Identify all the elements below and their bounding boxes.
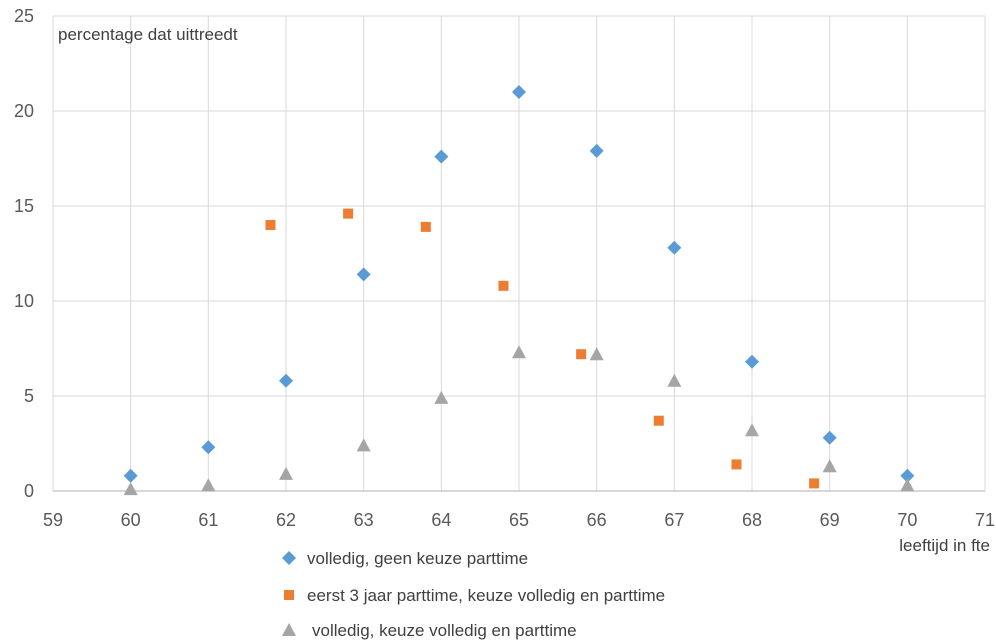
y-tick-label: 0 (24, 481, 34, 501)
data-point-triangle (667, 373, 682, 387)
data-point-triangle (356, 438, 371, 452)
axes: 59 60 61 62 63 64 65 66 67 68 69 70 71 0 5 10 15 20 25 (14, 6, 995, 530)
x-tick-label: 71 (975, 510, 995, 530)
x-tick-label: 61 (198, 510, 218, 530)
x-tick-label: 67 (664, 510, 684, 530)
data-point-diamond (512, 85, 526, 99)
legend-marker-triangle (282, 623, 296, 636)
legend: volledig, geen keuze parttime eerst 3 jaa… (276, 549, 665, 640)
data-point-diamond (822, 430, 837, 445)
legend-marker-square (284, 590, 294, 600)
data-point-diamond (279, 373, 293, 388)
data-point-triangle (512, 345, 526, 359)
data-point-square (498, 280, 509, 291)
data-point-square (653, 415, 664, 426)
data-point-diamond (745, 354, 759, 369)
data-point-square (809, 478, 820, 489)
x-tick-label: 66 (587, 510, 607, 530)
data-point-square (420, 221, 431, 232)
data-point-diamond (900, 468, 915, 483)
legend-label: volledig, keuze volledig en parttime (312, 621, 577, 640)
x-tick-label: 65 (509, 510, 529, 530)
y-tick-label: 5 (24, 386, 34, 406)
y-tick-label: 15 (14, 196, 34, 216)
legend-marker-diamond (282, 551, 296, 565)
data-point-triangle (434, 390, 449, 404)
x-tick-label: 70 (897, 510, 917, 530)
x-tick-label: 60 (121, 510, 141, 530)
data-point-diamond (123, 468, 138, 483)
data-points (123, 85, 915, 496)
y-tick-label: 10 (14, 291, 34, 311)
data-point-diamond (356, 267, 371, 282)
data-point-triangle (822, 459, 837, 473)
legend-label: eerst 3 jaar parttime, keuze volledig en… (307, 586, 665, 605)
legend-label: volledig, geen keuze parttime (307, 549, 528, 568)
data-point-diamond (589, 143, 604, 158)
data-point-square (265, 220, 276, 230)
x-axis-title: leeftijd in fte (899, 536, 990, 555)
data-point-triangle (123, 482, 138, 496)
data-point-diamond (201, 440, 216, 455)
data-point-square (576, 349, 587, 360)
data-point-triangle (900, 478, 915, 492)
x-tick-label: 64 (431, 510, 451, 530)
data-point-triangle (589, 347, 604, 361)
x-tick-label: 68 (742, 510, 762, 530)
grid-lines (52, 15, 986, 491)
x-tick-label: 62 (276, 510, 296, 530)
y-axis-title: percentage dat uittreedt (58, 25, 238, 44)
data-point-triangle (279, 466, 293, 480)
x-tick-label: 63 (354, 510, 374, 530)
x-tick-label: 59 (43, 510, 63, 530)
y-tick-label: 20 (14, 101, 34, 121)
y-tick-label: 25 (14, 6, 34, 26)
data-point-diamond (434, 149, 449, 164)
data-point-square (731, 459, 742, 470)
data-point-square (343, 208, 354, 219)
data-point-triangle (201, 478, 216, 492)
x-tick-label: 69 (820, 510, 840, 530)
data-point-triangle (745, 423, 759, 437)
data-point-diamond (667, 240, 682, 255)
